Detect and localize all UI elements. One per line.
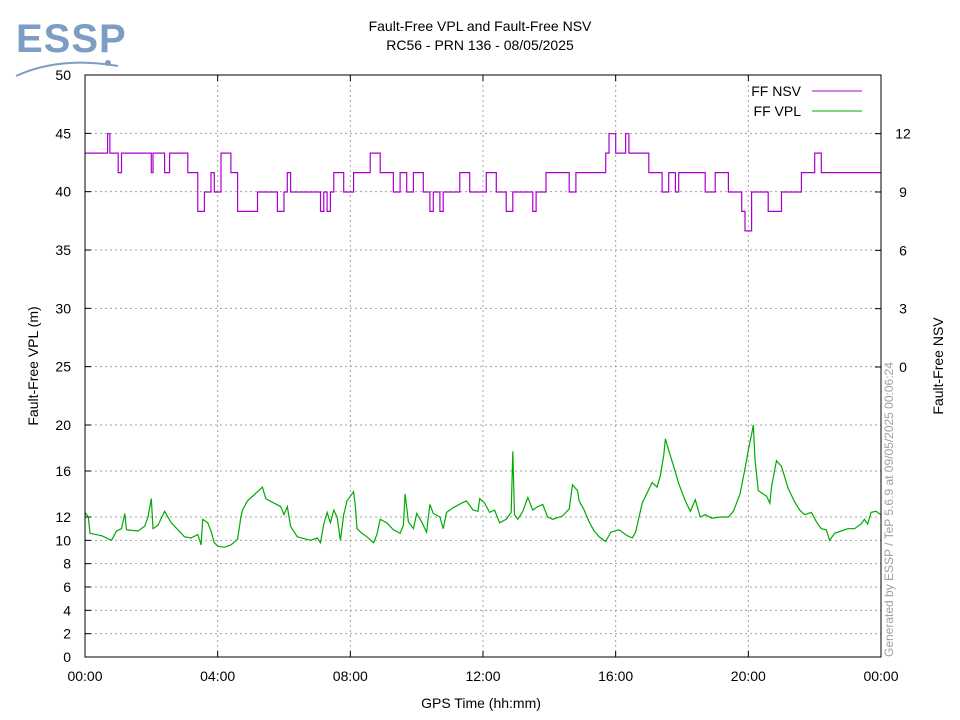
x-axis-label: GPS Time (hh:mm) bbox=[421, 695, 541, 711]
y2-tick-label: 3 bbox=[899, 301, 907, 317]
y2-tick-label: 12 bbox=[895, 126, 911, 142]
x-tick-label: 00:00 bbox=[863, 668, 898, 684]
plot-frame bbox=[84, 74, 882, 658]
x-tick-label: 20:00 bbox=[731, 668, 766, 684]
y-tick-label: 40 bbox=[55, 184, 71, 200]
legend-label-vpl: FF VPL bbox=[754, 103, 802, 119]
legend-label-nsv: FF NSV bbox=[751, 83, 801, 99]
y-tick-label: 45 bbox=[55, 125, 71, 141]
y-tick-label: 16 bbox=[55, 463, 71, 479]
y-tick-label: 0 bbox=[63, 649, 71, 665]
y-tick-label: 8 bbox=[63, 556, 71, 572]
y-tick-label: 4 bbox=[63, 602, 71, 618]
y2-axis-label: Fault-Free NSV bbox=[930, 317, 946, 415]
x-tick-label: 12:00 bbox=[465, 668, 500, 684]
y-tick-label: 20 bbox=[55, 417, 71, 433]
logo-text: ESSP bbox=[16, 17, 127, 61]
y2-tick-label: 0 bbox=[899, 359, 907, 375]
logo-dot bbox=[105, 60, 111, 66]
series-line-ff-vpl bbox=[84, 424, 882, 548]
chart-title: Fault-Free VPL and Fault-Free NSV bbox=[369, 18, 592, 34]
y-tick-label: 30 bbox=[55, 300, 71, 316]
plot-series bbox=[84, 133, 882, 548]
legend: FF NSV FF VPL bbox=[751, 83, 862, 119]
y-axis-label: Fault-Free VPL (m) bbox=[25, 306, 41, 425]
y-tick-label: 6 bbox=[63, 579, 71, 595]
x-tick-label: 16:00 bbox=[598, 668, 633, 684]
y-tick-label: 2 bbox=[63, 626, 71, 642]
x-tick-label: 00:00 bbox=[67, 668, 102, 684]
y-tick-label: 25 bbox=[55, 359, 71, 375]
x-tick-label: 04:00 bbox=[200, 668, 235, 684]
chart-subtitle: RC56 - PRN 136 - 08/05/2025 bbox=[386, 37, 574, 53]
y-axis-ticks: 0 2 4 6 8 10 12 16 20 25 30 35 40 45 50 bbox=[55, 67, 91, 665]
y-tick-label: 12 bbox=[55, 509, 71, 525]
essp-logo: ESSP bbox=[15, 17, 127, 77]
y-tick-label: 35 bbox=[55, 242, 71, 258]
y-tick-label: 10 bbox=[55, 532, 71, 548]
generator-watermark: Generated by ESSP / TeP 5.6.9 at 09/05/2… bbox=[882, 362, 896, 657]
x-axis-ticks: 00:00 04:00 08:00 12:00 16:00 20:00 00:00 bbox=[67, 75, 899, 684]
series-line-ff-nsv bbox=[85, 133, 881, 232]
y-tick-label: 50 bbox=[55, 67, 71, 83]
x-tick-label: 08:00 bbox=[333, 668, 368, 684]
grid-lines bbox=[85, 75, 881, 657]
y2-tick-label: 6 bbox=[899, 242, 907, 258]
y2-axis-ticks: 0 3 6 9 12 bbox=[875, 126, 911, 375]
y2-tick-label: 9 bbox=[899, 184, 907, 200]
